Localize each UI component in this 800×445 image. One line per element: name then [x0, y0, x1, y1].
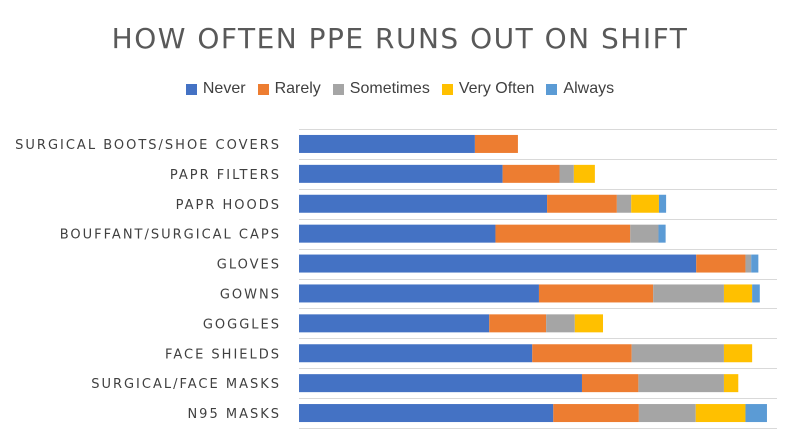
bar-sometimes [653, 284, 724, 303]
bar-rarely [495, 224, 631, 243]
legend-label: Very Often [458, 80, 535, 97]
bar-rarely [489, 314, 547, 333]
legend-label: Always [563, 80, 615, 97]
bar-very-often [695, 404, 746, 423]
legend-item-very-often: Very Often [441, 80, 535, 98]
bar-never [299, 344, 533, 363]
bar-sometimes [638, 404, 696, 423]
bar-always [745, 404, 767, 423]
category-label: PAPR FILTERS [170, 168, 281, 183]
legend-label: Rarely [274, 80, 321, 97]
bar-rarely [581, 374, 639, 393]
legend-swatch [332, 83, 344, 95]
bar-very-often [631, 194, 659, 213]
category-label: GOGGLES [203, 317, 281, 332]
category-label: FACE SHIELDS [165, 347, 281, 362]
bar-never [299, 254, 697, 273]
category-label: PAPR HOODS [176, 198, 281, 213]
bar-never [299, 224, 496, 243]
bar-sometimes [630, 224, 659, 243]
bar-never [299, 314, 490, 333]
legend-item-always: Always [546, 80, 614, 98]
bar-sometimes [559, 164, 574, 183]
bar-rarely [532, 344, 632, 363]
bar-rarely [474, 134, 518, 153]
bar-very-often [723, 344, 753, 363]
legend-item-sometimes: Sometimes [332, 80, 430, 98]
bar-rarely [553, 404, 639, 423]
bar-never [299, 404, 554, 423]
legend: Never Rarely Sometimes Very Often Always [0, 80, 800, 98]
legend-swatch [185, 83, 197, 95]
legend-swatch [257, 83, 269, 95]
bar-sometimes [631, 344, 724, 363]
category-label: GOWNS [220, 287, 281, 302]
bar-rarely [547, 194, 617, 213]
bar-sometimes [745, 254, 752, 273]
bar-sometimes [638, 374, 724, 393]
bar-very-often [723, 374, 739, 393]
bar-always [658, 224, 666, 243]
bar-always [752, 284, 760, 303]
bar-sometimes [546, 314, 575, 333]
legend-swatch [546, 83, 558, 95]
bar-never [299, 284, 539, 303]
legend-item-rarely: Rarely [257, 80, 321, 98]
category-label: N95 MASKS [187, 407, 281, 422]
bar-sometimes [616, 194, 632, 213]
bar-never [299, 164, 503, 183]
category-label: BOUFFANT/SURGICAL CAPS [60, 228, 281, 243]
bar-very-often [723, 284, 753, 303]
bar-never [299, 134, 475, 153]
category-label: SURGICAL BOOTS/SHOE COVERS [15, 138, 281, 153]
bar-never [299, 194, 548, 213]
bar-very-often [573, 164, 595, 183]
category-label: SURGICAL/FACE MASKS [91, 377, 281, 392]
bar-always [658, 194, 667, 213]
bar-very-often [574, 314, 604, 333]
bar-rarely [696, 254, 746, 273]
bar-never [299, 374, 582, 393]
bar-rarely [502, 164, 560, 183]
legend-swatch [441, 83, 453, 95]
legend-item-never: Never [185, 80, 246, 98]
category-label: GLOVES [217, 258, 281, 273]
legend-label: Sometimes [349, 80, 430, 97]
legend-label: Never [202, 80, 246, 97]
bar-always [751, 254, 759, 273]
bar-rarely [538, 284, 654, 303]
chart-title: HOW OFTEN PPE RUNS OUT ON SHIFT [111, 22, 689, 55]
